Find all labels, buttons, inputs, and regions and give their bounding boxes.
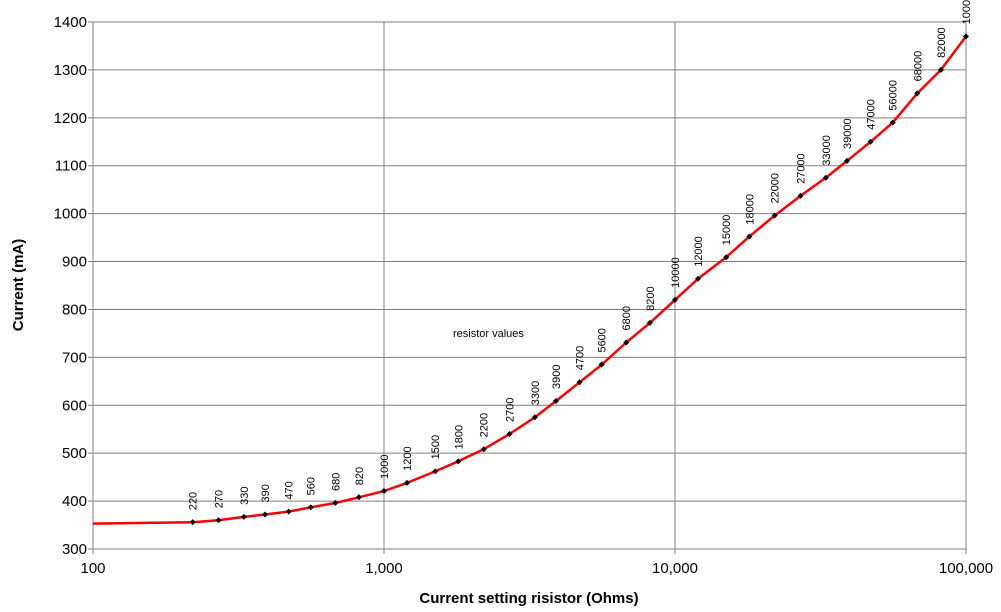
- data-point-marker: [215, 517, 222, 524]
- point-label: 2700: [505, 398, 517, 422]
- y-tick-label: 400: [62, 493, 87, 510]
- point-label: 470: [284, 481, 296, 499]
- y-tick-label: 600: [62, 397, 87, 414]
- point-label: 330: [239, 487, 251, 505]
- data-point-marker: [189, 519, 196, 526]
- x-tick-label: 100,000: [939, 560, 993, 577]
- point-label: 33000: [821, 135, 833, 166]
- y-tick-label: 1300: [54, 62, 87, 79]
- point-label: 1200: [402, 446, 414, 470]
- axis-tick-labels: 300 400 500 600 700 800 900 1000 1100 1200 1300 140…: [54, 14, 993, 577]
- data-point-marker: [307, 504, 314, 511]
- series-line-group: [92, 35, 968, 525]
- point-label: 100000: [961, 0, 973, 24]
- point-label: 15000: [721, 215, 733, 246]
- data-point-marker: [867, 138, 874, 145]
- x-axis-title: Current setting risistor (Ohms): [419, 590, 638, 607]
- data-point-marker: [695, 275, 702, 282]
- point-label: 680: [330, 473, 342, 491]
- plot-frame: [92, 21, 967, 550]
- point-label: 47000: [866, 99, 878, 130]
- series-line: [92, 35, 968, 525]
- data-point-marker: [576, 379, 583, 386]
- data-point-marker: [889, 119, 896, 126]
- data-point-marker: [261, 511, 268, 518]
- point-label: 6800: [621, 306, 633, 330]
- data-point-marker: [355, 494, 362, 501]
- y-tick-label: 800: [62, 301, 87, 318]
- data-point-marker: [598, 361, 605, 368]
- data-point-marker: [623, 339, 630, 346]
- data-point-marker: [822, 174, 829, 181]
- data-point-labels: 220 270 330 390 470 560 680 820 1000 1200 1500 1800…: [188, 0, 973, 510]
- y-tick-label: 1200: [54, 110, 87, 127]
- point-label: 820: [354, 467, 366, 485]
- point-label: 56000: [888, 80, 900, 111]
- point-label: 4700: [575, 346, 587, 370]
- y-tick-label: 1100: [55, 158, 87, 175]
- data-point-marker: [455, 458, 462, 465]
- y-tick-label: 500: [62, 445, 87, 462]
- data-point-marker: [404, 479, 411, 486]
- data-point-marker: [506, 431, 513, 438]
- y-tick-label: 300: [62, 541, 87, 558]
- point-label: 1000: [379, 455, 391, 479]
- point-label: 390: [260, 484, 272, 502]
- data-point-marker: [381, 488, 387, 495]
- data-point-marker: [672, 296, 678, 303]
- data-point-marker: [771, 212, 778, 219]
- point-label: 8200: [645, 286, 657, 310]
- x-tick-label: 1,000: [365, 560, 403, 577]
- point-label: 1500: [430, 435, 442, 459]
- point-label: 39000: [842, 118, 854, 149]
- y-axis-title: Current (mA): [10, 239, 27, 332]
- y-tick-label: 1400: [54, 14, 87, 31]
- data-point-marker: [723, 254, 730, 261]
- data-point-marker: [963, 33, 969, 40]
- x-tick-label: 100: [80, 560, 105, 577]
- data-point-marker: [240, 513, 247, 520]
- data-point-marker: [746, 233, 753, 240]
- point-label: 18000: [744, 194, 756, 225]
- point-label: 220: [188, 492, 200, 510]
- annotation-resistor-values: resistor values: [453, 328, 524, 340]
- point-label: 82000: [936, 27, 948, 58]
- y-tick-label: 1000: [54, 206, 87, 223]
- data-point-marker: [531, 414, 538, 421]
- point-label: 3900: [551, 364, 563, 388]
- data-point-marker: [332, 500, 339, 507]
- data-point-marker: [843, 157, 850, 164]
- point-label: 27000: [796, 153, 808, 184]
- point-label: 10000: [670, 257, 682, 288]
- y-tick-label: 900: [62, 254, 87, 271]
- y-tick-label: 700: [62, 349, 87, 366]
- point-label: 270: [214, 490, 226, 508]
- point-label: 68000: [912, 51, 924, 82]
- data-point-marker: [937, 66, 944, 73]
- point-label: 1800: [453, 425, 465, 449]
- point-label: 5600: [597, 328, 609, 352]
- data-point-marker: [432, 468, 439, 475]
- point-label: 22000: [770, 173, 782, 204]
- point-label: 2200: [479, 413, 491, 437]
- x-tick-label: 10,000: [652, 560, 698, 577]
- data-point-marker: [797, 192, 804, 199]
- grid: [88, 21, 967, 554]
- data-point-marker: [480, 446, 487, 453]
- point-label: 12000: [693, 236, 705, 267]
- point-label: 3300: [530, 381, 542, 405]
- data-point-marker: [914, 90, 921, 97]
- data-point-marker: [552, 397, 559, 404]
- data-point-marker: [646, 319, 653, 326]
- data-markers: [189, 33, 969, 526]
- point-label: 560: [306, 477, 318, 495]
- data-point-marker: [285, 508, 292, 515]
